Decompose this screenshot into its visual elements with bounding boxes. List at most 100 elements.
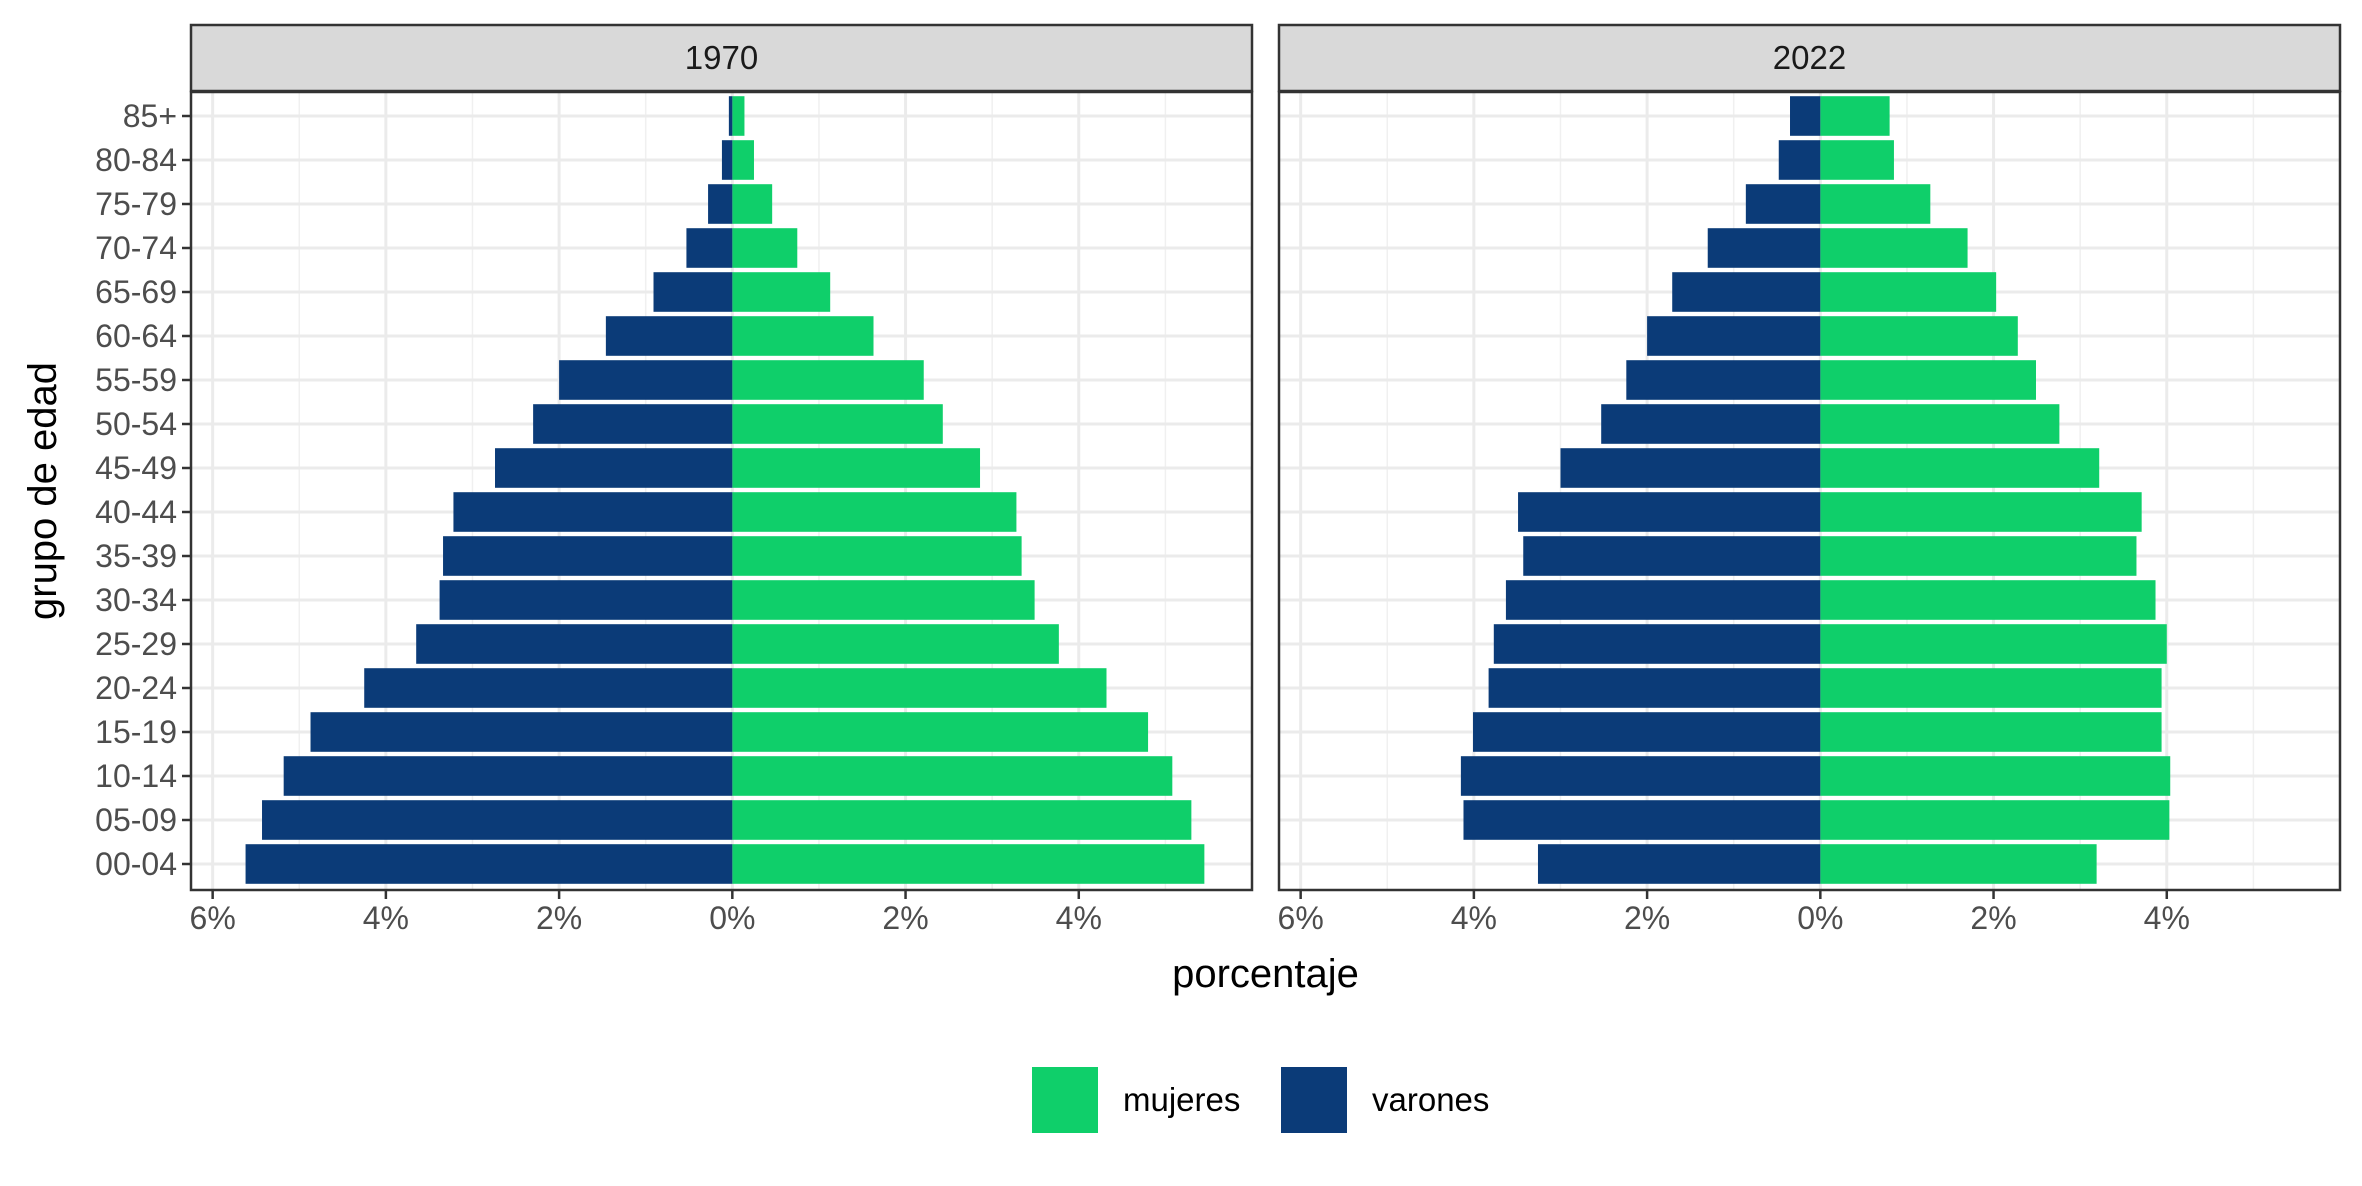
bar-varones-80-84 xyxy=(1778,140,1821,180)
bar-varones-30-34 xyxy=(439,580,733,620)
bar-varones-25-29 xyxy=(416,624,733,664)
bar-mujeres-30-34 xyxy=(732,580,1035,620)
bar-mujeres-45-49 xyxy=(1820,448,2100,488)
y-tick-label: 65-69 xyxy=(95,274,177,310)
x-tick-label: 4% xyxy=(363,900,409,936)
bar-mujeres-75-79 xyxy=(1820,184,1931,224)
bar-varones-05-09 xyxy=(1463,800,1821,840)
x-tick-label: 2% xyxy=(1970,900,2016,936)
bar-mujeres-70-74 xyxy=(1820,228,1968,268)
bar-varones-65-69 xyxy=(653,272,733,312)
bar-mujeres-60-64 xyxy=(1820,316,2018,356)
bar-varones-85+ xyxy=(728,96,733,136)
y-tick-label: 40-44 xyxy=(95,494,177,530)
bar-mujeres-65-69 xyxy=(1820,272,1997,312)
bar-varones-70-74 xyxy=(686,228,733,268)
bar-varones-25-29 xyxy=(1493,624,1821,664)
bar-mujeres-35-39 xyxy=(732,536,1022,576)
bar-mujeres-05-09 xyxy=(1820,800,2170,840)
bar-varones-55-59 xyxy=(1626,360,1821,400)
bar-varones-35-39 xyxy=(443,536,733,576)
x-tick-label: 4% xyxy=(1056,900,1102,936)
bar-varones-00-04 xyxy=(245,844,733,884)
bar-varones-45-49 xyxy=(495,448,733,488)
bar-varones-85+ xyxy=(1790,96,1821,136)
y-tick-label: 70-74 xyxy=(95,230,177,266)
bar-mujeres-40-44 xyxy=(1820,492,2142,532)
x-tick-label: 4% xyxy=(2144,900,2190,936)
bar-varones-35-39 xyxy=(1523,536,1821,576)
bar-mujeres-25-29 xyxy=(732,624,1059,664)
bar-varones-60-64 xyxy=(1647,316,1821,356)
y-tick-label: 15-19 xyxy=(95,714,177,750)
y-tick-label: 20-24 xyxy=(95,670,177,706)
bar-varones-30-34 xyxy=(1505,580,1821,620)
bar-varones-50-54 xyxy=(1601,404,1821,444)
bar-mujeres-70-74 xyxy=(732,228,798,268)
facet-strip xyxy=(1277,23,2342,93)
bar-mujeres-60-64 xyxy=(732,316,874,356)
bar-mujeres-55-59 xyxy=(1820,360,2036,400)
bar-varones-40-44 xyxy=(453,492,733,532)
bar-varones-65-69 xyxy=(1672,272,1821,312)
bar-varones-55-59 xyxy=(559,360,733,400)
bar-varones-60-64 xyxy=(605,316,733,356)
bar-mujeres-50-54 xyxy=(732,404,943,444)
bar-mujeres-10-14 xyxy=(1820,756,2171,796)
bar-mujeres-25-29 xyxy=(1820,624,2167,664)
y-tick-label: 10-14 xyxy=(95,758,177,794)
x-tick-label: 0% xyxy=(1797,900,1843,936)
bar-varones-10-14 xyxy=(283,756,733,796)
y-tick-label: 35-39 xyxy=(95,538,177,574)
bar-varones-15-19 xyxy=(310,712,733,752)
bar-varones-50-54 xyxy=(533,404,733,444)
bar-mujeres-45-49 xyxy=(732,448,981,488)
bar-varones-20-24 xyxy=(364,668,733,708)
bar-mujeres-20-24 xyxy=(1820,668,2162,708)
bar-varones-00-04 xyxy=(1537,844,1821,884)
y-tick-label: 00-04 xyxy=(95,846,177,882)
bar-varones-45-49 xyxy=(1560,448,1821,488)
y-tick-label: 60-64 xyxy=(95,318,177,354)
bar-mujeres-20-24 xyxy=(732,668,1107,708)
bar-mujeres-85+ xyxy=(1820,96,1890,136)
bar-mujeres-10-14 xyxy=(732,756,1173,796)
bar-mujeres-05-09 xyxy=(732,800,1192,840)
y-tick-label: 45-49 xyxy=(95,450,177,486)
facet-strip xyxy=(189,23,1254,93)
facet-strip-label: 1970 xyxy=(685,39,758,76)
bar-mujeres-30-34 xyxy=(1820,580,2156,620)
y-tick-label: 55-59 xyxy=(95,362,177,398)
legend-label-varones: varones xyxy=(1372,1081,1489,1118)
bar-varones-15-19 xyxy=(1473,712,1821,752)
y-tick-label: 50-54 xyxy=(95,406,177,442)
bar-mujeres-55-59 xyxy=(732,360,924,400)
bar-varones-75-79 xyxy=(708,184,733,224)
facet-strip-label: 2022 xyxy=(1773,39,1846,76)
bar-mujeres-00-04 xyxy=(1820,844,2097,884)
bar-mujeres-00-04 xyxy=(732,844,1205,884)
bar-mujeres-75-79 xyxy=(732,184,773,224)
y-tick-label: 85+ xyxy=(123,98,177,134)
bar-varones-05-09 xyxy=(262,800,733,840)
y-tick-label: 75-79 xyxy=(95,186,177,222)
y-axis-title: grupo de edad xyxy=(21,362,65,620)
y-tick-label: 30-34 xyxy=(95,582,177,618)
x-axis-title: porcentaje xyxy=(1172,952,1359,996)
y-tick-label: 05-09 xyxy=(95,802,177,838)
bar-varones-70-74 xyxy=(1707,228,1821,268)
y-tick-label: 25-29 xyxy=(95,626,177,662)
x-tick-label: 6% xyxy=(1278,900,1324,936)
bar-varones-10-14 xyxy=(1460,756,1821,796)
legend-label-mujeres: mujeres xyxy=(1123,1081,1240,1118)
bar-mujeres-50-54 xyxy=(1820,404,2060,444)
x-tick-label: 4% xyxy=(1451,900,1497,936)
x-tick-label: 2% xyxy=(1624,900,1670,936)
bar-mujeres-65-69 xyxy=(732,272,831,312)
legend-key-mujeres xyxy=(1032,1067,1098,1133)
bar-varones-80-84 xyxy=(721,140,733,180)
bar-mujeres-15-19 xyxy=(732,712,1149,752)
legend-key-varones xyxy=(1281,1067,1347,1133)
